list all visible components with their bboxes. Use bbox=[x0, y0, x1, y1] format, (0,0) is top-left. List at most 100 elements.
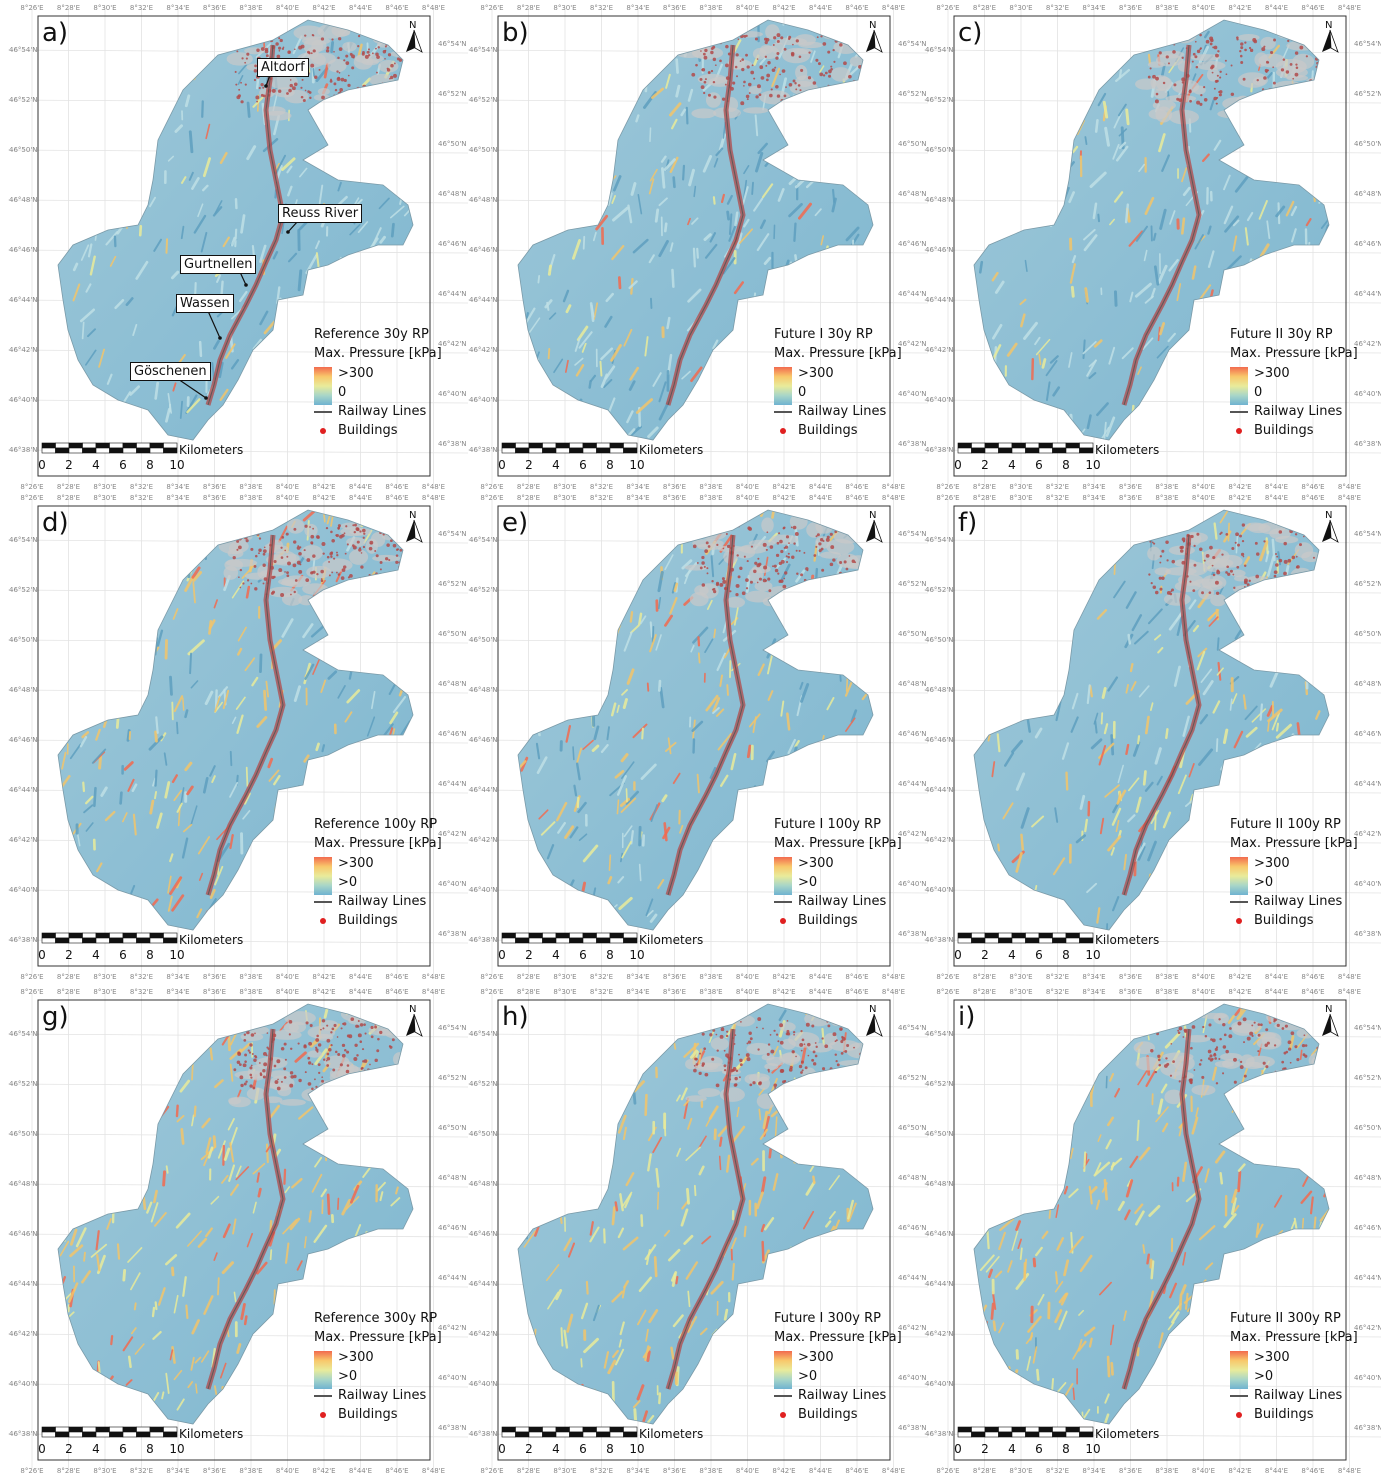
pressure-streak bbox=[1265, 617, 1274, 626]
building-dot bbox=[756, 58, 759, 60]
pressure-streak bbox=[244, 657, 256, 672]
building-dot bbox=[1294, 533, 1298, 536]
pressure-streak bbox=[150, 1202, 159, 1223]
building-dot bbox=[300, 95, 304, 99]
building-dot bbox=[305, 578, 310, 582]
pressure-streak bbox=[373, 26, 384, 41]
pressure-streak bbox=[523, 1223, 529, 1240]
lon-tick-label: 8°44'E bbox=[349, 988, 372, 996]
pressure-streak bbox=[600, 1052, 611, 1067]
building-dot bbox=[853, 96, 857, 101]
hillshade-patch bbox=[710, 524, 734, 533]
pressure-streak bbox=[1013, 572, 1022, 593]
lon-tick-label: 8°28'E bbox=[517, 1467, 540, 1475]
lon-tick-label: 8°48'E bbox=[422, 494, 445, 502]
building-dot bbox=[262, 86, 265, 89]
hillshade-patch bbox=[307, 1050, 323, 1058]
lon-tick-label: 8°42'E bbox=[772, 494, 795, 502]
lon-tick-label: 8°34'E bbox=[626, 988, 649, 996]
building-dot bbox=[783, 546, 786, 549]
pressure-streak bbox=[840, 154, 846, 165]
pressure-streak bbox=[412, 1247, 413, 1265]
lon-tick-label: 8°38'E bbox=[699, 988, 722, 996]
pressure-streak bbox=[188, 171, 194, 181]
pressure-streak bbox=[1259, 140, 1272, 155]
north-label: N bbox=[1325, 510, 1332, 521]
pressure-streak bbox=[565, 725, 572, 743]
pressure-streak bbox=[352, 646, 366, 658]
railway-line bbox=[207, 44, 284, 406]
building-dot bbox=[710, 47, 714, 51]
pressure-streak bbox=[265, 1143, 269, 1164]
pressure-streak bbox=[123, 65, 128, 78]
pressure-streak bbox=[795, 569, 806, 583]
pressure-streak bbox=[1149, 702, 1154, 712]
building-dot bbox=[1234, 541, 1237, 544]
pressure-streak bbox=[1023, 896, 1030, 909]
building-dot bbox=[315, 1048, 319, 1052]
railway-label: Railway Lines bbox=[338, 404, 427, 419]
pressure-streak bbox=[1015, 772, 1026, 791]
pressure-streak bbox=[518, 622, 525, 634]
pressure-streak bbox=[1223, 855, 1228, 875]
pressure-streak bbox=[1125, 684, 1129, 694]
building-dot bbox=[252, 1086, 256, 1090]
pressure-streak bbox=[1107, 515, 1115, 527]
pressure-streak bbox=[1316, 274, 1320, 287]
building-dot bbox=[781, 69, 786, 73]
pressure-streak bbox=[859, 256, 865, 279]
lon-tick-label: 8°30'E bbox=[1009, 483, 1032, 491]
pressure-streak bbox=[180, 225, 185, 240]
lon-tick-label: 8°36'E bbox=[663, 973, 686, 981]
pressure-streak bbox=[756, 1191, 764, 1210]
map-frame bbox=[497, 505, 891, 967]
pressure-streak bbox=[134, 899, 140, 921]
building-dot bbox=[352, 545, 357, 550]
building-dot bbox=[262, 1075, 266, 1079]
pressure-streak bbox=[1170, 20, 1177, 33]
pressure-streak bbox=[1156, 899, 1167, 918]
pressure-streak bbox=[200, 525, 205, 540]
building-dot bbox=[795, 39, 799, 43]
pressure-streak bbox=[740, 426, 748, 435]
building-dot bbox=[298, 1078, 302, 1083]
pressure-streak bbox=[1144, 295, 1154, 304]
pressure-streak bbox=[809, 87, 816, 100]
pressure-color-ramp bbox=[1230, 857, 1248, 895]
pressure-streak bbox=[346, 689, 361, 704]
pressure-streak bbox=[180, 787, 185, 805]
pressure-streak bbox=[251, 676, 259, 687]
pressure-streak bbox=[353, 1224, 362, 1239]
pressure-streak bbox=[278, 525, 289, 543]
scale-tick-label: 8 bbox=[146, 948, 154, 962]
building-dot bbox=[258, 537, 262, 540]
pressure-streak bbox=[820, 1290, 829, 1305]
lat-tick-label: 46°40'N bbox=[469, 886, 497, 894]
pressure-streak bbox=[89, 694, 95, 708]
pressure-streak bbox=[762, 1110, 769, 1130]
pressure-streak bbox=[359, 776, 364, 790]
building-dot bbox=[1167, 62, 1170, 65]
pressure-streak bbox=[202, 157, 211, 178]
building-dot bbox=[1256, 78, 1259, 82]
building-dot bbox=[1199, 48, 1202, 51]
pressure-streak bbox=[697, 652, 701, 664]
pressure-streak bbox=[623, 1066, 632, 1078]
pressure-streak bbox=[394, 97, 402, 114]
pressure-streak bbox=[185, 20, 197, 36]
pressure-streak bbox=[587, 1041, 596, 1049]
pressure-streak bbox=[743, 165, 750, 175]
lon-tick-label: 8°44'E bbox=[809, 4, 832, 12]
railway-symbol bbox=[314, 1395, 332, 1397]
pressure-streak bbox=[214, 1079, 224, 1089]
pressure-streak bbox=[1020, 313, 1026, 328]
pressure-streak bbox=[994, 280, 1005, 294]
pressure-streak bbox=[234, 893, 246, 906]
pressure-streak bbox=[747, 1291, 751, 1302]
building-dot bbox=[370, 542, 372, 545]
pressure-streak bbox=[176, 1114, 185, 1123]
pressure-streak bbox=[580, 682, 594, 695]
pressure-streak bbox=[1059, 671, 1067, 680]
pressure-streak bbox=[722, 121, 727, 139]
pressure-streak bbox=[238, 63, 248, 75]
